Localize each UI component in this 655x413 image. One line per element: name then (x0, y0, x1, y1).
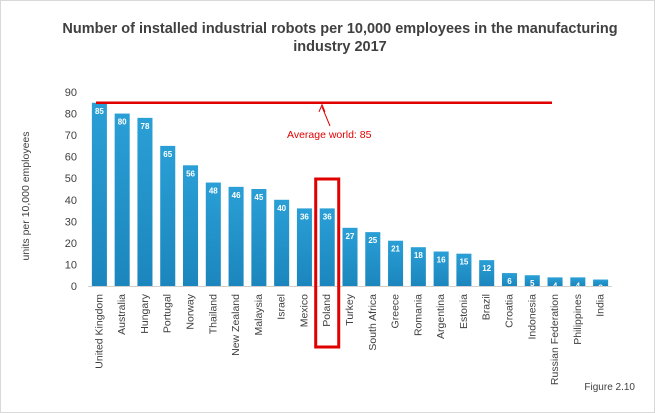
bar (342, 227, 358, 286)
x-tick-label: Indonesia (526, 294, 538, 340)
x-tick-label: Hungary (139, 293, 151, 333)
x-tick-label: Brazil (481, 294, 493, 320)
data-label: 4 (553, 281, 558, 290)
data-label: 78 (141, 122, 150, 131)
data-label: 12 (482, 264, 491, 273)
x-tick-label: Poland (321, 294, 333, 327)
bar (593, 279, 609, 286)
bar (228, 186, 244, 286)
x-tick-label: Portugal (162, 294, 174, 333)
data-label: 4 (576, 281, 581, 290)
x-tick-label: United Kingdom (93, 294, 105, 369)
x-tick-label: Australia (116, 294, 128, 335)
x-tick-label: Croatia (503, 294, 515, 328)
bar (433, 251, 449, 286)
bar (91, 102, 107, 287)
data-label: 27 (346, 232, 355, 241)
bar (456, 253, 472, 286)
bar (524, 275, 540, 286)
x-tick-label: South Africa (367, 294, 379, 351)
x-tick-label: Mexico (298, 294, 310, 327)
bar (251, 189, 267, 286)
bar (388, 240, 404, 286)
data-label: 36 (323, 212, 332, 221)
x-tick-label: Greece (390, 294, 402, 329)
data-label: 25 (368, 236, 377, 245)
highlight-box (314, 177, 341, 349)
y-tick-label: 40 (65, 195, 77, 207)
bar (410, 247, 426, 286)
bar (570, 277, 586, 286)
bar (274, 199, 290, 286)
x-tick-label: Russian Federation (549, 294, 561, 385)
bar (547, 277, 563, 286)
x-tick-label: Malaysia (253, 294, 265, 336)
bar (183, 165, 199, 286)
data-label: 40 (277, 204, 286, 213)
y-tick-label: 50 (65, 173, 77, 185)
data-label: 80 (118, 118, 127, 127)
data-label: 3 (598, 284, 603, 293)
x-tick-label: New Zealand (230, 294, 242, 356)
y-tick-label: 90 (65, 87, 77, 99)
bar (319, 208, 335, 286)
data-label: 5 (530, 279, 535, 288)
y-tick-label: 10 (65, 259, 77, 271)
bar (479, 260, 495, 286)
x-tick-label: Israel (276, 294, 288, 320)
bar (137, 117, 153, 286)
data-label: 15 (459, 258, 468, 267)
data-label: 85 (95, 107, 104, 116)
bar (501, 273, 517, 286)
x-tick-label: Argentina (435, 294, 447, 339)
bar (114, 113, 130, 286)
x-tick-label: Philippines (572, 294, 584, 345)
y-tick-label: 30 (65, 216, 77, 228)
y-tick-label: 20 (65, 238, 77, 250)
figure-label: Figure 2.10 (584, 382, 635, 393)
y-tick-label: 70 (65, 130, 77, 142)
x-tick-label: Thailand (207, 294, 219, 334)
data-label: 21 (391, 245, 400, 254)
bar (205, 182, 221, 286)
bar (296, 208, 312, 286)
data-label: 46 (232, 191, 241, 200)
x-tick-label: Estonia (458, 294, 470, 329)
bar (365, 232, 381, 286)
y-tick-label: 80 (65, 109, 77, 121)
x-tick-label: Turkey (344, 293, 356, 325)
bar (160, 145, 176, 286)
x-tick-label: Norway (185, 293, 197, 329)
average-annotation: Average world: 85 (287, 129, 372, 141)
data-label: 48 (209, 187, 218, 196)
chart-title: Number of installed industrial robots pe… (62, 21, 618, 55)
data-label: 6 (507, 277, 512, 286)
data-label: 18 (414, 251, 423, 260)
x-tick-label: Romania (412, 294, 424, 336)
x-tick-label: India (595, 294, 607, 317)
data-label: 45 (254, 193, 263, 202)
y-tick-label: 0 (71, 281, 77, 293)
data-label: 65 (163, 150, 172, 159)
data-label: 36 (300, 212, 309, 221)
data-label: 56 (186, 169, 195, 178)
data-label: 16 (437, 256, 446, 265)
y-tick-label: 60 (65, 152, 77, 164)
annotation-arrowhead (318, 103, 326, 112)
annotation-pointer (321, 106, 331, 127)
